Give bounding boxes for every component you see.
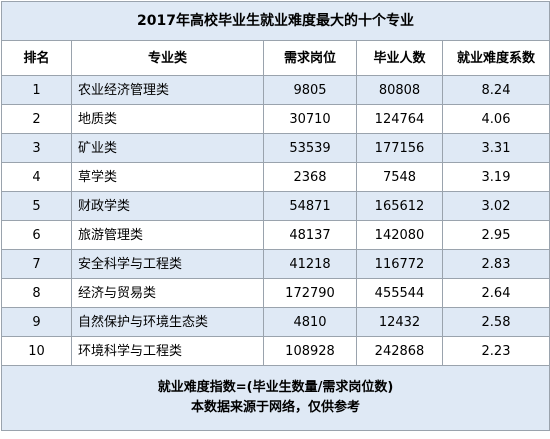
table-row: 4 草学类 2368 7548 3.19 [1, 162, 550, 192]
rank-cell[interactable]: 3 [1, 133, 72, 163]
demand-cell[interactable]: 48137 [263, 220, 357, 250]
rank-cell[interactable]: 2 [1, 104, 72, 134]
table-row: 6 旅游管理类 48137 142080 2.95 [1, 220, 550, 250]
rank-cell[interactable]: 6 [1, 220, 72, 250]
demand-cell[interactable]: 4810 [263, 307, 357, 337]
coefficient-cell[interactable]: 3.02 [442, 191, 550, 221]
graduates-cell[interactable]: 177156 [356, 133, 443, 163]
major-cell[interactable]: 财政学类 [71, 191, 264, 221]
graduates-cell[interactable]: 142080 [356, 220, 443, 250]
footer-note[interactable]: 就业难度指数=(毕业生数量/需求岗位数) 本数据来源于网络，仅供参考 [1, 365, 550, 431]
major-cell[interactable]: 矿业类 [71, 133, 264, 163]
graduates-cell[interactable]: 116772 [356, 249, 443, 279]
coefficient-cell[interactable]: 2.83 [442, 249, 550, 279]
coefficient-cell[interactable]: 2.23 [442, 336, 550, 366]
table-row: 5 财政学类 54871 165612 3.02 [1, 191, 550, 221]
rank-cell[interactable]: 8 [1, 278, 72, 308]
table-row: 3 矿业类 53539 177156 3.31 [1, 133, 550, 163]
coefficient-cell[interactable]: 2.58 [442, 307, 550, 337]
coefficient-cell[interactable]: 4.06 [442, 104, 550, 134]
table-row: 7 安全科学与工程类 41218 116772 2.83 [1, 249, 550, 279]
graduates-cell[interactable]: 124764 [356, 104, 443, 134]
header-row: 排名 专业类 需求岗位 毕业人数 就业难度系数 [1, 40, 550, 76]
major-cell[interactable]: 经济与贸易类 [71, 278, 264, 308]
header-major[interactable]: 专业类 [71, 40, 264, 76]
title-row: 2017年高校毕业生就业难度最大的十个专业 [1, 1, 550, 41]
rank-cell[interactable]: 5 [1, 191, 72, 221]
coefficient-cell[interactable]: 3.19 [442, 162, 550, 192]
graduates-cell[interactable]: 80808 [356, 75, 443, 105]
graduates-cell[interactable]: 242868 [356, 336, 443, 366]
graduates-cell[interactable]: 12432 [356, 307, 443, 337]
demand-cell[interactable]: 41218 [263, 249, 357, 279]
coefficient-cell[interactable]: 2.64 [442, 278, 550, 308]
demand-cell[interactable]: 9805 [263, 75, 357, 105]
coefficient-cell[interactable]: 8.24 [442, 75, 550, 105]
coefficient-cell[interactable]: 2.95 [442, 220, 550, 250]
rank-cell[interactable]: 10 [1, 336, 72, 366]
rank-cell[interactable]: 4 [1, 162, 72, 192]
major-cell[interactable]: 草学类 [71, 162, 264, 192]
graduates-cell[interactable]: 455544 [356, 278, 443, 308]
graduates-cell[interactable]: 165612 [356, 191, 443, 221]
graduates-cell[interactable]: 7548 [356, 162, 443, 192]
demand-cell[interactable]: 53539 [263, 133, 357, 163]
employment-difficulty-table: 2017年高校毕业生就业难度最大的十个专业 排名 专业类 需求岗位 毕业人数 就… [1, 1, 550, 431]
demand-cell[interactable]: 2368 [263, 162, 357, 192]
header-coefficient[interactable]: 就业难度系数 [442, 40, 550, 76]
footer-row: 就业难度指数=(毕业生数量/需求岗位数) 本数据来源于网络，仅供参考 [1, 365, 550, 431]
table-row: 8 经济与贸易类 172790 455544 2.64 [1, 278, 550, 308]
demand-cell[interactable]: 30710 [263, 104, 357, 134]
header-demand[interactable]: 需求岗位 [263, 40, 357, 76]
header-graduates[interactable]: 毕业人数 [356, 40, 443, 76]
major-cell[interactable]: 旅游管理类 [71, 220, 264, 250]
coefficient-cell[interactable]: 3.31 [442, 133, 550, 163]
table-row: 10 环境科学与工程类 108928 242868 2.23 [1, 336, 550, 366]
rank-cell[interactable]: 9 [1, 307, 72, 337]
major-cell[interactable]: 环境科学与工程类 [71, 336, 264, 366]
table-row: 1 农业经济管理类 9805 80808 8.24 [1, 75, 550, 105]
header-rank[interactable]: 排名 [1, 40, 72, 76]
demand-cell[interactable]: 172790 [263, 278, 357, 308]
major-cell[interactable]: 地质类 [71, 104, 264, 134]
table-title[interactable]: 2017年高校毕业生就业难度最大的十个专业 [1, 1, 550, 41]
rank-cell[interactable]: 1 [1, 75, 72, 105]
demand-cell[interactable]: 108928 [263, 336, 357, 366]
table-row: 2 地质类 30710 124764 4.06 [1, 104, 550, 134]
major-cell[interactable]: 自然保护与环境生态类 [71, 307, 264, 337]
source-note: 本数据来源于网络，仅供参考 [190, 400, 360, 415]
table-row: 9 自然保护与环境生态类 4810 12432 2.58 [1, 307, 550, 337]
major-cell[interactable]: 农业经济管理类 [71, 75, 264, 105]
demand-cell[interactable]: 54871 [263, 191, 357, 221]
major-cell[interactable]: 安全科学与工程类 [71, 249, 264, 279]
rank-cell[interactable]: 7 [1, 249, 72, 279]
formula-text: 就业难度指数=(毕业生数量/需求岗位数) [157, 380, 394, 395]
